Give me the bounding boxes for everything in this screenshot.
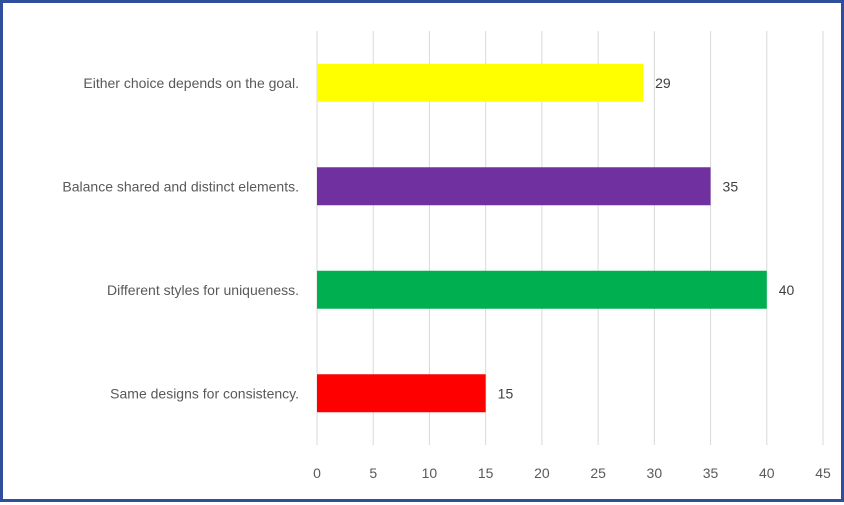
category-label: Same designs for consistency. <box>110 385 299 401</box>
bar <box>317 374 486 412</box>
data-label: 35 <box>723 178 739 194</box>
data-label: 29 <box>655 75 671 91</box>
bar <box>317 64 643 102</box>
data-label: 15 <box>498 385 514 401</box>
bar <box>317 167 711 205</box>
x-tick-label: 40 <box>759 465 775 481</box>
category-label: Different styles for uniqueness. <box>107 282 299 298</box>
category-labels: Same designs for consistency. Different s… <box>62 75 299 402</box>
x-tick-label: 5 <box>369 465 377 481</box>
x-tick-label: 45 <box>815 465 831 481</box>
x-axis-tick-labels: 0 5 10 15 20 25 30 35 40 45 <box>313 465 831 481</box>
bar-chart: Same designs for consistency. Different s… <box>3 3 844 505</box>
data-label: 40 <box>779 282 795 298</box>
x-tick-label: 30 <box>647 465 663 481</box>
x-tick-label: 15 <box>478 465 494 481</box>
x-tick-label: 20 <box>534 465 550 481</box>
x-tick-label: 25 <box>590 465 606 481</box>
category-label: Either choice depends on the goal. <box>83 75 299 91</box>
x-tick-label: 10 <box>422 465 438 481</box>
x-tick-label: 0 <box>313 465 321 481</box>
x-tick-label: 35 <box>703 465 719 481</box>
category-label: Balance shared and distinct elements. <box>62 178 299 194</box>
bar <box>317 271 767 309</box>
